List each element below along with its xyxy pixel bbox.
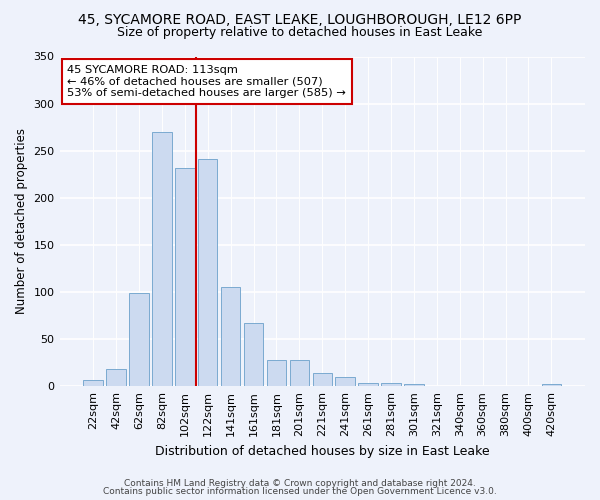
Bar (152, 132, 172, 386)
Bar (198, 159, 217, 386)
Bar (381, 384, 401, 386)
Bar (129, 293, 149, 386)
Bar (221, 288, 241, 386)
Bar (106, 370, 126, 386)
Bar (267, 360, 286, 386)
X-axis label: Distribution of detached houses by size in East Leake: Distribution of detached houses by size … (155, 444, 490, 458)
Bar (335, 377, 355, 386)
Text: Size of property relative to detached houses in East Leake: Size of property relative to detached ho… (118, 26, 482, 39)
Text: Contains HM Land Registry data © Crown copyright and database right 2024.: Contains HM Land Registry data © Crown c… (124, 478, 476, 488)
Bar (244, 323, 263, 386)
Bar (404, 384, 424, 386)
Bar (83, 380, 103, 386)
Y-axis label: Number of detached properties: Number of detached properties (15, 128, 28, 314)
Bar (358, 382, 378, 386)
Text: 45 SYCAMORE ROAD: 113sqm
← 46% of detached houses are smaller (507)
53% of semi-: 45 SYCAMORE ROAD: 113sqm ← 46% of detach… (67, 64, 346, 98)
Text: Contains public sector information licensed under the Open Government Licence v3: Contains public sector information licen… (103, 487, 497, 496)
Bar (313, 373, 332, 386)
Bar (542, 384, 561, 386)
Bar (175, 168, 194, 386)
Bar (290, 360, 309, 386)
Text: 45, SYCAMORE ROAD, EAST LEAKE, LOUGHBOROUGH, LE12 6PP: 45, SYCAMORE ROAD, EAST LEAKE, LOUGHBORO… (79, 12, 521, 26)
